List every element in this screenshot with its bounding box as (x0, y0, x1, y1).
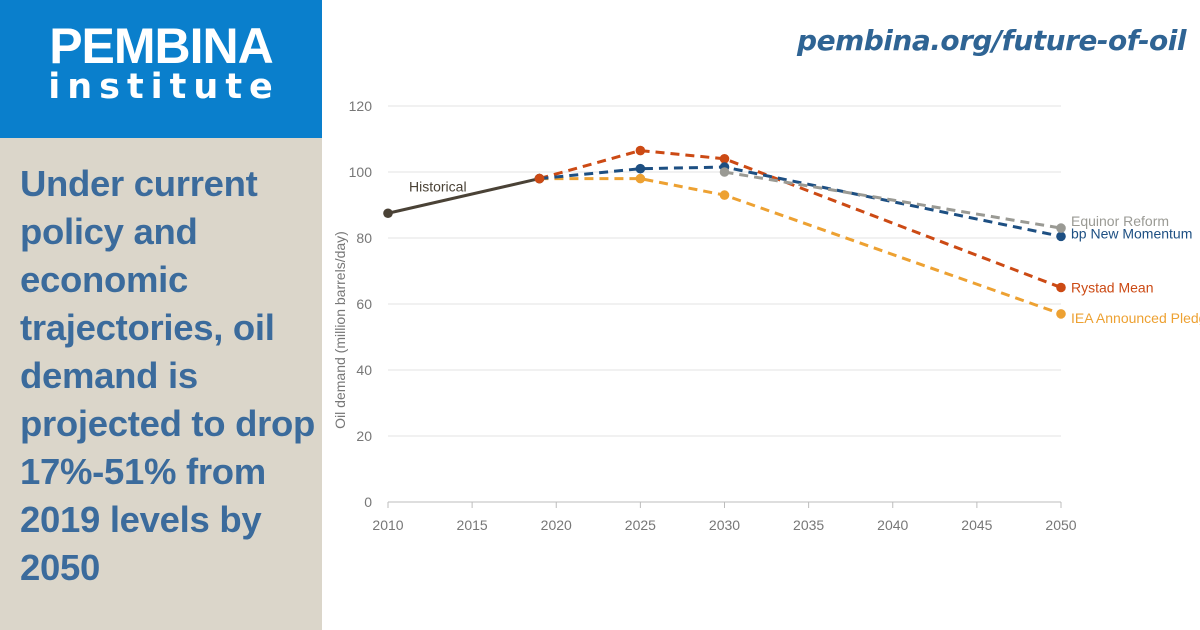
series-label-iea-announced-pledges: IEA Announced Pledges (1071, 310, 1200, 326)
logo-wordmark: PEMBINA (49, 18, 274, 74)
x-tick-label: 2045 (961, 517, 992, 533)
site-url-link[interactable]: pembina.org/future-of-oil (797, 24, 1186, 57)
data-point (1056, 223, 1066, 233)
data-point (1056, 231, 1066, 242)
data-point (383, 208, 393, 219)
series-label-historical: Historical (409, 178, 467, 194)
data-point (534, 173, 545, 184)
pembina-logo[interactable]: PEMBINA institute (0, 0, 322, 138)
x-tick-label: 2025 (625, 517, 656, 533)
series-label-equinor-reform: Equinor Reform (1071, 213, 1169, 229)
logo-subtitle: institute (48, 67, 280, 107)
y-tick-label: 0 (364, 494, 372, 510)
x-tick-label: 2035 (793, 517, 824, 533)
data-point (719, 154, 730, 164)
series-line-rystad-mean (539, 149, 1062, 289)
headline: Under current policy and economic trajec… (20, 163, 316, 588)
data-point (719, 167, 730, 177)
left-panel: PEMBINA institute Under current policy a… (0, 0, 322, 630)
x-tick-label: 2010 (372, 517, 403, 533)
data-point (635, 163, 646, 174)
series-label-bp-new-momentum: bp New Momentum (1071, 225, 1192, 241)
data-point (635, 145, 646, 156)
y-tick-label: 100 (349, 164, 373, 180)
data-point (719, 190, 730, 200)
y-tick-label: 80 (356, 230, 372, 246)
x-tick-label: 2040 (877, 517, 908, 533)
series-line-bp-new-momentum (539, 165, 1062, 238)
y-tick-label: 40 (356, 362, 372, 378)
x-tick-label: 2020 (541, 517, 572, 533)
y-tick-label: 60 (356, 296, 372, 312)
x-tick-label: 2050 (1045, 517, 1076, 533)
x-tick-label: 2015 (457, 517, 488, 533)
data-point (1056, 309, 1066, 319)
y-axis-title: Oil demand (million barrels/day) (332, 231, 348, 429)
series-line-equinor-reform (724, 170, 1062, 230)
x-tick-label: 2030 (709, 517, 740, 533)
data-point (635, 173, 646, 184)
series-line-iea-announced-pledges (539, 177, 1062, 316)
y-tick-label: 20 (356, 428, 372, 444)
y-tick-label: 120 (349, 98, 373, 114)
series-label-rystad-mean: Rystad Mean (1071, 280, 1153, 296)
data-point (1056, 282, 1066, 293)
series-line-historical (386, 177, 541, 215)
